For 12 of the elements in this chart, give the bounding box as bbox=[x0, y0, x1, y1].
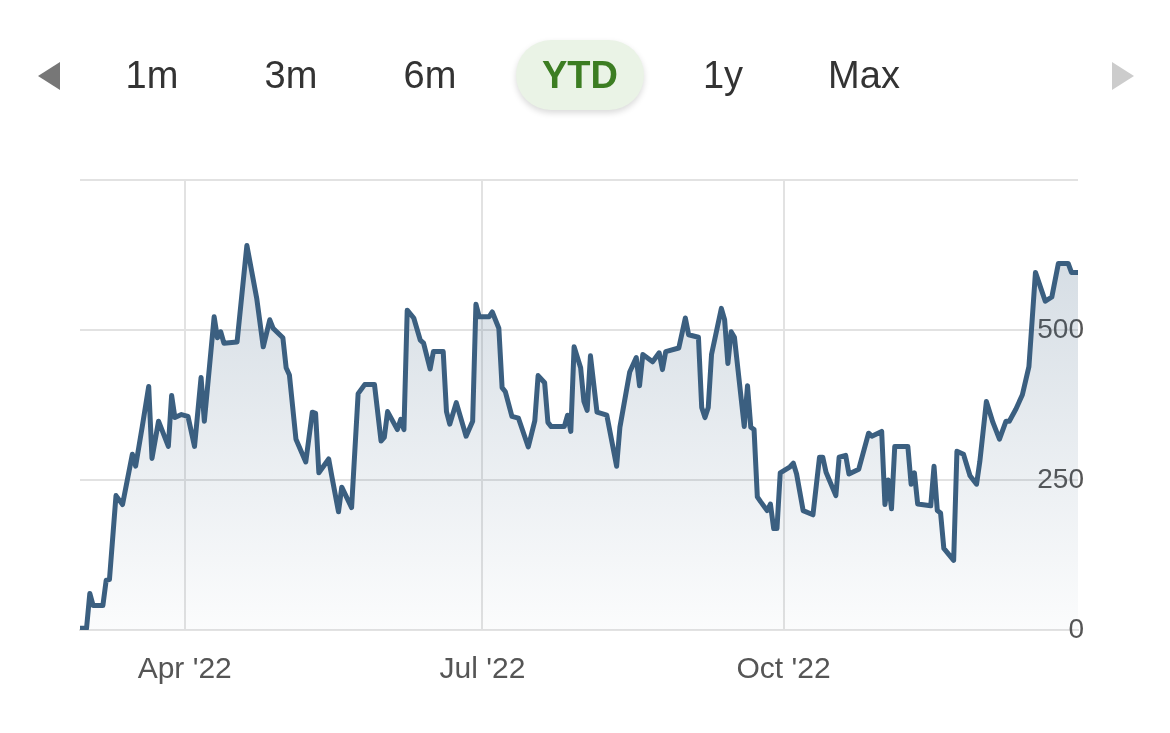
x-tick-label: Apr '22 bbox=[137, 651, 232, 685]
text: 3m bbox=[264, 53, 318, 98]
text: Max bbox=[828, 53, 900, 98]
x-tick-label: Oct '22 bbox=[736, 651, 831, 685]
y-tick-label: 0 bbox=[1068, 612, 1084, 644]
text: 1m bbox=[125, 53, 179, 98]
text: YTD bbox=[516, 40, 644, 110]
y-tick-label: 250 bbox=[1037, 462, 1084, 494]
x-tick-label: Jul '22 bbox=[439, 651, 526, 685]
text: 1y bbox=[702, 53, 744, 98]
y-tick-label: 500 bbox=[1037, 312, 1084, 344]
text: 6m bbox=[403, 53, 457, 98]
